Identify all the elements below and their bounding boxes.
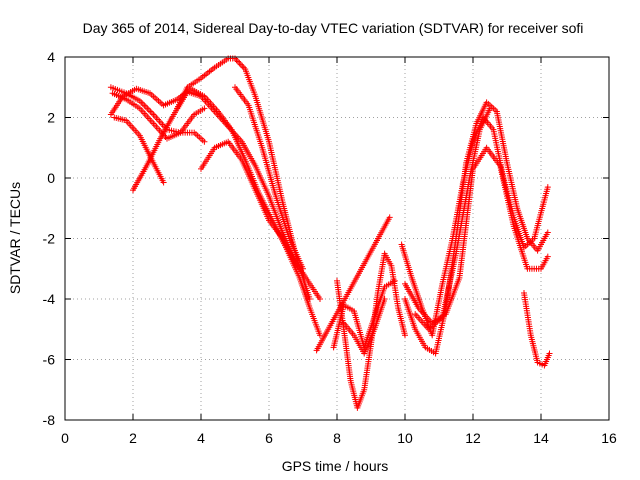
y-tick-labels: -8 -6 -4 -2 0 2 4: [43, 49, 56, 428]
data-series: [412, 105, 493, 333]
data-point: [141, 102, 148, 109]
y-axis-label: SDTVAR / TECUs: [7, 182, 23, 294]
data-point: [233, 57, 240, 64]
data-series: [334, 250, 408, 411]
x-tick-label: 8: [333, 430, 341, 446]
data-point: [544, 253, 551, 260]
data-series: [402, 144, 551, 327]
data-series: [340, 296, 388, 357]
data-series: [313, 214, 393, 354]
data-series: [402, 99, 551, 357]
data-point: [145, 106, 152, 113]
data-point: [237, 61, 244, 68]
x-tick-label: 12: [465, 430, 481, 446]
data-point: [239, 63, 246, 70]
data-series: [107, 85, 323, 339]
scatter-points: [107, 55, 553, 411]
data-point: [487, 105, 493, 112]
data-series: [398, 114, 551, 339]
x-axis-label: GPS time / hours: [282, 458, 389, 474]
data-point: [546, 350, 553, 357]
x-tick-labels: 0 2 4 6 8 10 12 14 16: [61, 430, 617, 446]
x-tick-label: 4: [197, 430, 205, 446]
data-point: [544, 229, 551, 236]
data-point: [306, 296, 313, 302]
y-tick-label: 0: [47, 170, 55, 186]
data-point: [201, 105, 208, 112]
y-tick-label: -4: [43, 291, 56, 307]
data-point: [160, 179, 167, 186]
data-series: [521, 289, 553, 369]
plot-frame: [64, 56, 610, 421]
x-tick-label: 6: [265, 430, 273, 446]
data-point: [147, 108, 154, 115]
x-tick-label: 0: [61, 430, 69, 446]
data-point: [144, 105, 151, 112]
y-tick-label: 4: [47, 49, 55, 65]
data-point: [386, 214, 393, 221]
grid: [65, 57, 609, 420]
axes: [64, 56, 610, 421]
x-tick-label: 2: [129, 430, 137, 446]
data-point: [544, 184, 551, 191]
data-series: [198, 138, 300, 269]
data-point: [300, 265, 306, 272]
data-series: [111, 114, 167, 186]
data-point: [391, 277, 398, 284]
data-point: [148, 109, 155, 116]
chart-title: Day 365 of 2014, Sidereal Day-to-day VTE…: [83, 20, 584, 36]
y-tick-label: -2: [43, 231, 56, 247]
data-point: [142, 103, 149, 110]
data-point: [293, 262, 300, 269]
x-tick-label: 10: [397, 430, 413, 446]
y-tick-label: -6: [43, 352, 56, 368]
data-point: [317, 296, 323, 302]
data-point: [201, 138, 208, 145]
data-series: [232, 84, 306, 272]
data-point: [236, 60, 243, 67]
y-tick-label: 2: [47, 110, 55, 126]
x-tick-label: 16: [601, 430, 617, 446]
data-point: [139, 100, 146, 107]
x-tick-label: 14: [533, 430, 549, 446]
data-point: [234, 58, 241, 65]
data-point: [317, 332, 323, 339]
y-tick-label: -8: [43, 412, 56, 428]
data-point: [381, 296, 388, 302]
data-point: [402, 332, 408, 339]
